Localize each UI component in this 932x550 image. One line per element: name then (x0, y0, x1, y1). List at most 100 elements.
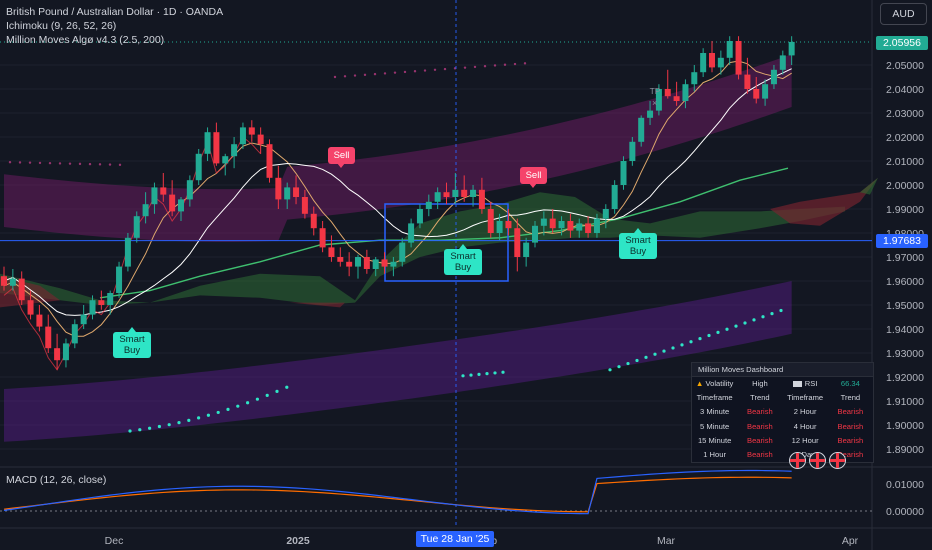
candle-body (346, 261, 353, 267)
band-dot (167, 423, 171, 427)
candle-body (496, 221, 503, 233)
band-dot (743, 321, 747, 325)
macd-legend[interactable]: MACD (12, 26, close) (6, 474, 107, 486)
price-axis-label: 2.02000 (886, 132, 924, 144)
candle-body (54, 348, 61, 361)
band-dot (197, 416, 201, 420)
trend-cell: Bearish (837, 407, 864, 417)
candle-body (319, 228, 326, 248)
band-dot (58, 162, 62, 165)
band-dot (493, 64, 497, 67)
uk-flag-icon[interactable] (789, 452, 806, 469)
sell-signal-label: Sell (525, 170, 542, 181)
price-axis-label: 2.03000 (886, 108, 924, 120)
band-dot (353, 74, 357, 77)
take-profit-marker: TP (649, 86, 661, 96)
candle-body (248, 127, 255, 135)
candle-body (585, 223, 592, 233)
candle-body (717, 57, 724, 68)
candle-body (408, 223, 415, 243)
band-dot (653, 352, 657, 356)
band-dot (226, 407, 230, 411)
uk-flag-icon[interactable] (809, 452, 826, 469)
candle-body (505, 221, 512, 229)
band-dot (48, 161, 52, 165)
trend-cell: Bearish (747, 435, 773, 445)
price-axis-label: 1.93000 (886, 348, 924, 360)
price-axis-label: 1.90000 (886, 420, 924, 432)
candle-body (151, 187, 158, 205)
uk-flag-icon[interactable] (829, 452, 846, 469)
price-axis-label: 1.95000 (886, 300, 924, 312)
ichimoku-legend[interactable]: Ichimoku (9, 26, 52, 26) (6, 20, 117, 32)
band-dot (644, 355, 648, 359)
rsi-icon (792, 381, 802, 387)
candle-body (399, 242, 406, 262)
algo-legend[interactable]: Million Moves Algø v4.3 (2.5, 200) (6, 34, 165, 46)
candle-body (381, 259, 388, 267)
crosshair-time-tag: Tue 28 Jan '25 (416, 531, 494, 547)
candle-body (540, 218, 547, 226)
band-dot (752, 318, 756, 322)
band-dot (433, 68, 437, 72)
band-dot (206, 413, 210, 417)
candle-body (133, 216, 140, 238)
candle-body (45, 326, 52, 349)
candle-body (523, 242, 530, 257)
candle-body (301, 197, 308, 214)
dashboard-row: 5 Minute Bearish 4 Hour Bearish (692, 420, 873, 434)
band-dot (617, 365, 621, 369)
candle-body (673, 96, 680, 101)
candle-body (620, 161, 627, 185)
candle-body (18, 278, 25, 301)
candle-body (284, 187, 291, 200)
time-axis-label: Mar (657, 535, 676, 547)
sell-signal: Sell (328, 147, 355, 164)
timeframe-cell: 5 Minute (700, 421, 730, 431)
timeframe-cell: 1 Day (795, 449, 816, 459)
candle-body (98, 300, 105, 305)
candle-body (647, 110, 654, 118)
band-dot (493, 371, 497, 375)
band-dot (98, 163, 102, 166)
band-dot (707, 333, 711, 338)
candle-body (27, 300, 34, 315)
band-dot (255, 397, 259, 401)
candle-body (770, 69, 777, 85)
symbol-title[interactable]: British Pound / Australian Dollar · 1D ·… (6, 6, 224, 18)
band-dot (513, 62, 517, 66)
currency-button[interactable]: AUD (880, 3, 927, 25)
candle-body (310, 213, 317, 229)
time-axis-label: 2025 (286, 535, 310, 547)
band-dot (187, 418, 191, 422)
band-dot (483, 65, 487, 68)
band-dot (423, 69, 427, 72)
candle-body (293, 187, 300, 197)
trend-cell: Bearish (837, 435, 864, 445)
dashboard-row: 3 Minute Bearish 2 Hour Bearish (692, 405, 873, 419)
macd-axis-label: 0.01000 (886, 479, 924, 491)
band-dot (128, 429, 132, 433)
price-axis-label: 1.92000 (886, 372, 924, 384)
band-dot (78, 162, 82, 166)
warning-icon: ▲ (695, 379, 704, 388)
candle-body (576, 223, 583, 231)
ichimoku-cloud-bearish (290, 302, 345, 308)
band-dot (265, 393, 269, 397)
col-timeframe-1: Timeframe (696, 393, 733, 403)
candle-body (178, 199, 184, 212)
candle-body (239, 127, 246, 145)
dashboard-header-row: Timeframe Trend Timeframe Trend (692, 391, 873, 405)
candle-body (549, 218, 556, 229)
sell-pointer-icon (337, 163, 345, 168)
price-axis-label: 2.04000 (886, 84, 924, 96)
ichimoku-cloud-bullish (860, 177, 878, 195)
candle-body (1, 276, 7, 286)
band-dot (680, 343, 684, 347)
dashboard-volatility-row: ▲ Volatility High RSI 66.34 (692, 377, 873, 391)
candle-body (213, 132, 220, 164)
candle-body (257, 134, 264, 145)
candle-body (691, 72, 698, 85)
col-trend-2: Trend (840, 393, 861, 403)
